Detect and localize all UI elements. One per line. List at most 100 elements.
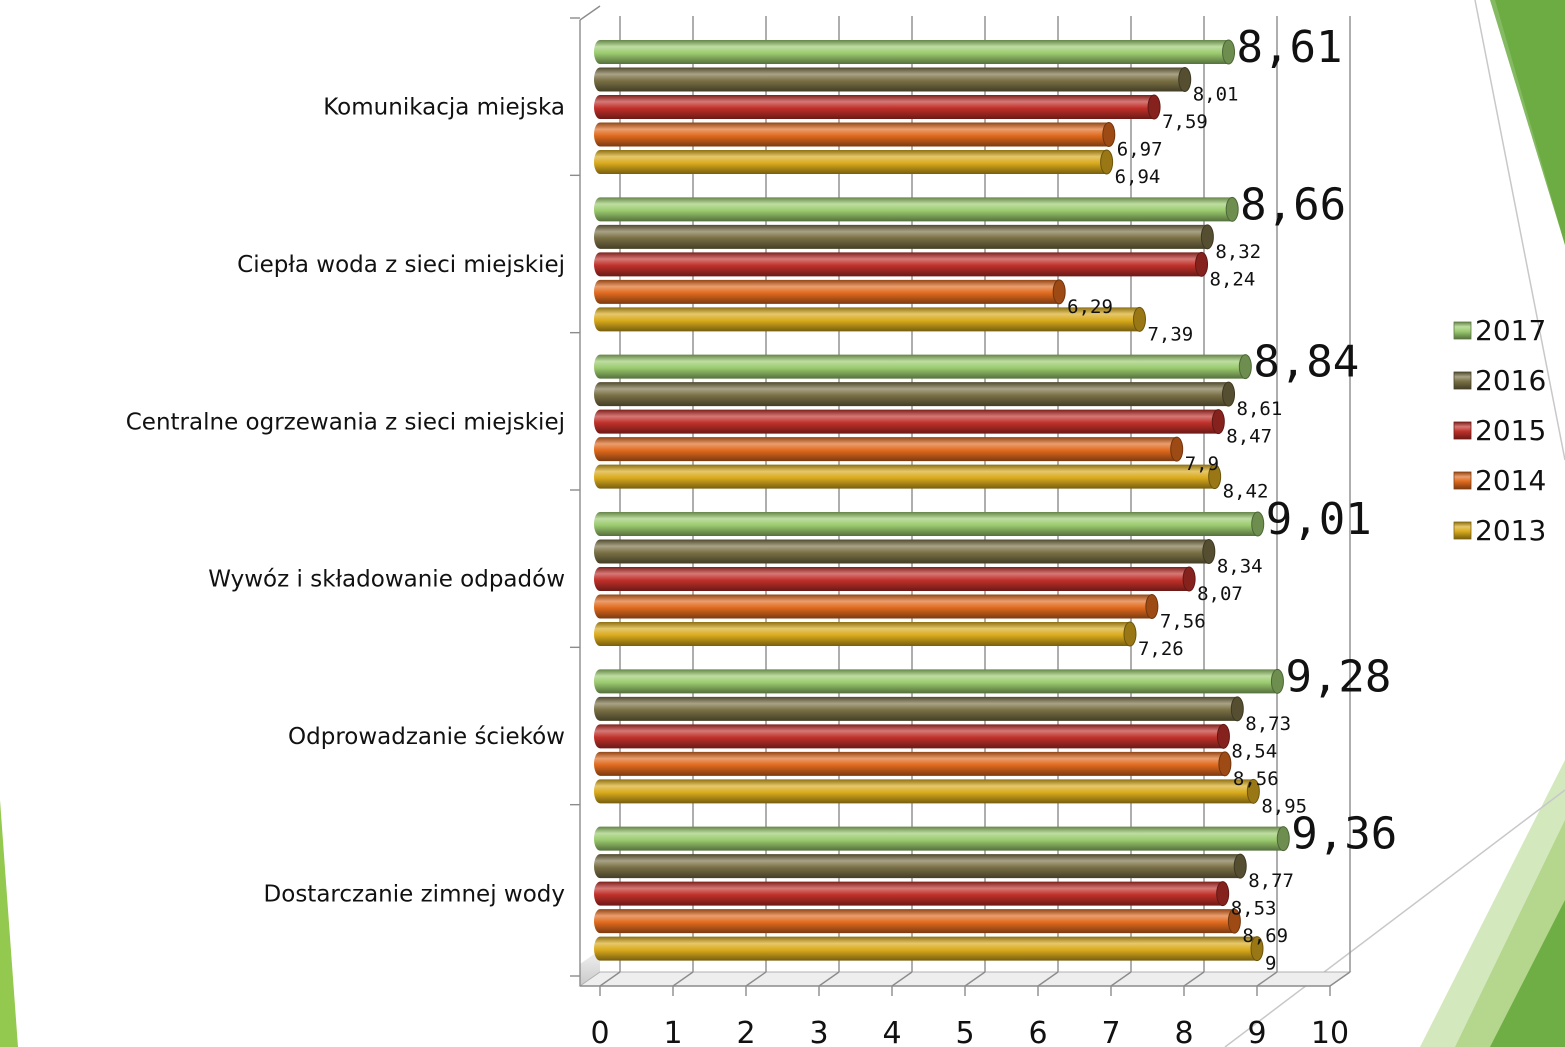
bar <box>594 122 1116 147</box>
data-label: 9,36 <box>1291 809 1397 860</box>
bar <box>594 881 1230 907</box>
plot-area: 0 1 2 3 4 5 6 7 8 9 10 <box>570 5 1352 1047</box>
bar <box>594 511 1265 537</box>
gridline-floor <box>745 971 767 987</box>
data-label: 8,32 <box>1215 241 1261 263</box>
bar <box>594 668 1284 694</box>
bar <box>594 621 1137 647</box>
data-label: 8,77 <box>1248 870 1294 892</box>
legend-item: 2016 <box>1453 364 1546 397</box>
data-label: 8,07 <box>1197 583 1243 605</box>
legend-item: 2013 <box>1453 514 1546 547</box>
category-label: Dostarczanie zimnej wody <box>264 881 565 907</box>
data-label: 8,61 <box>1237 22 1343 73</box>
legend-swatch <box>1453 521 1472 540</box>
data-label: 8,73 <box>1245 713 1291 735</box>
bar <box>594 539 1216 564</box>
x-tick-label: 4 <box>882 1016 901 1047</box>
data-labels: Komunikacja miejska 8,61 8,01 7,59 6,97 6,94 C… <box>126 22 1397 975</box>
bar <box>594 39 1236 65</box>
category-label: Ciepła woda z sieci miejskiej <box>237 252 565 278</box>
gridline-floor <box>1037 971 1059 987</box>
bar <box>594 251 1209 277</box>
category-label: Wywóz i składowanie odpadów <box>208 567 565 593</box>
x-tick-label: 9 <box>1247 1016 1266 1047</box>
data-label: 7,59 <box>1162 111 1208 133</box>
bar <box>594 409 1225 435</box>
x-tick-label: 1 <box>663 1016 682 1047</box>
bars <box>594 39 1290 962</box>
floor <box>578 971 1352 987</box>
bar <box>594 149 1114 175</box>
x-tick-label: 2 <box>736 1016 755 1047</box>
bar <box>594 279 1066 305</box>
y-axis-top <box>579 5 601 21</box>
bar <box>594 853 1247 879</box>
legend: 2017 2016 2015 2014 2013 <box>1453 314 1546 547</box>
gridline-floor <box>672 971 694 987</box>
gridline-floor <box>599 971 621 987</box>
side-wall <box>580 950 600 986</box>
data-label: 9,01 <box>1266 494 1372 545</box>
data-label: 8,61 <box>1237 398 1283 420</box>
bar <box>594 94 1161 120</box>
bar <box>594 936 1264 962</box>
data-label: 6,29 <box>1067 296 1113 318</box>
data-label: 8,95 <box>1261 795 1307 817</box>
data-label: 8,42 <box>1223 481 1269 503</box>
data-label: 8,56 <box>1233 768 1279 790</box>
bar <box>594 196 1239 222</box>
gridline-floor <box>964 971 986 987</box>
bar <box>594 67 1192 92</box>
legend-item: 2017 <box>1453 314 1546 347</box>
data-label: 8,01 <box>1193 84 1239 106</box>
x-tick-label: 8 <box>1174 1016 1193 1047</box>
bar <box>594 594 1159 619</box>
legend-label: 2014 <box>1475 464 1546 497</box>
legend-label: 2015 <box>1475 414 1546 447</box>
data-label: 8,47 <box>1226 426 1272 448</box>
bar <box>594 908 1241 934</box>
data-label: 7,26 <box>1138 638 1184 660</box>
data-label: 7,9 <box>1185 453 1219 475</box>
data-label: 8,24 <box>1210 268 1256 290</box>
legend-swatch <box>1453 321 1472 340</box>
bar <box>594 566 1196 592</box>
legend-label: 2016 <box>1475 364 1546 397</box>
x-tick-label: 6 <box>1028 1016 1047 1047</box>
category-label: Odprowadzanie ścieków <box>288 724 565 750</box>
gridline-floor <box>1256 971 1278 987</box>
data-label: 8,66 <box>1240 179 1346 230</box>
legend-swatch <box>1453 471 1472 490</box>
bar <box>594 696 1244 722</box>
x-tick-label: 3 <box>809 1016 828 1047</box>
x-tick-label: 5 <box>955 1016 974 1047</box>
bar <box>594 751 1232 777</box>
x-tick-label: 0 <box>590 1016 609 1047</box>
bar <box>594 826 1290 852</box>
data-label: 8,84 <box>1253 337 1359 388</box>
bar <box>594 778 1260 804</box>
data-label: 6,94 <box>1115 166 1161 188</box>
gridline-floor <box>1183 971 1205 987</box>
gridline-floor <box>1329 971 1351 987</box>
gridline-floor <box>891 971 913 987</box>
legend-label: 2017 <box>1475 314 1546 347</box>
category-label: Komunikacja miejska <box>323 95 565 121</box>
data-label: 8,53 <box>1231 898 1277 920</box>
x-tick-label: 7 <box>1101 1016 1120 1047</box>
bar <box>594 464 1222 490</box>
data-label: 9 <box>1265 953 1276 975</box>
bar <box>594 723 1230 749</box>
bar <box>594 354 1252 380</box>
legend-swatch <box>1453 421 1472 440</box>
data-label: 7,39 <box>1147 323 1193 345</box>
data-label: 8,34 <box>1217 556 1263 578</box>
data-label: 7,56 <box>1160 611 1206 633</box>
data-label: 8,54 <box>1231 740 1277 762</box>
bar <box>594 306 1146 332</box>
gridline-floor <box>1110 971 1132 987</box>
category-label: Centralne ogrzewania z sieci miejskiej <box>126 409 565 435</box>
data-label: 9,28 <box>1285 651 1391 702</box>
